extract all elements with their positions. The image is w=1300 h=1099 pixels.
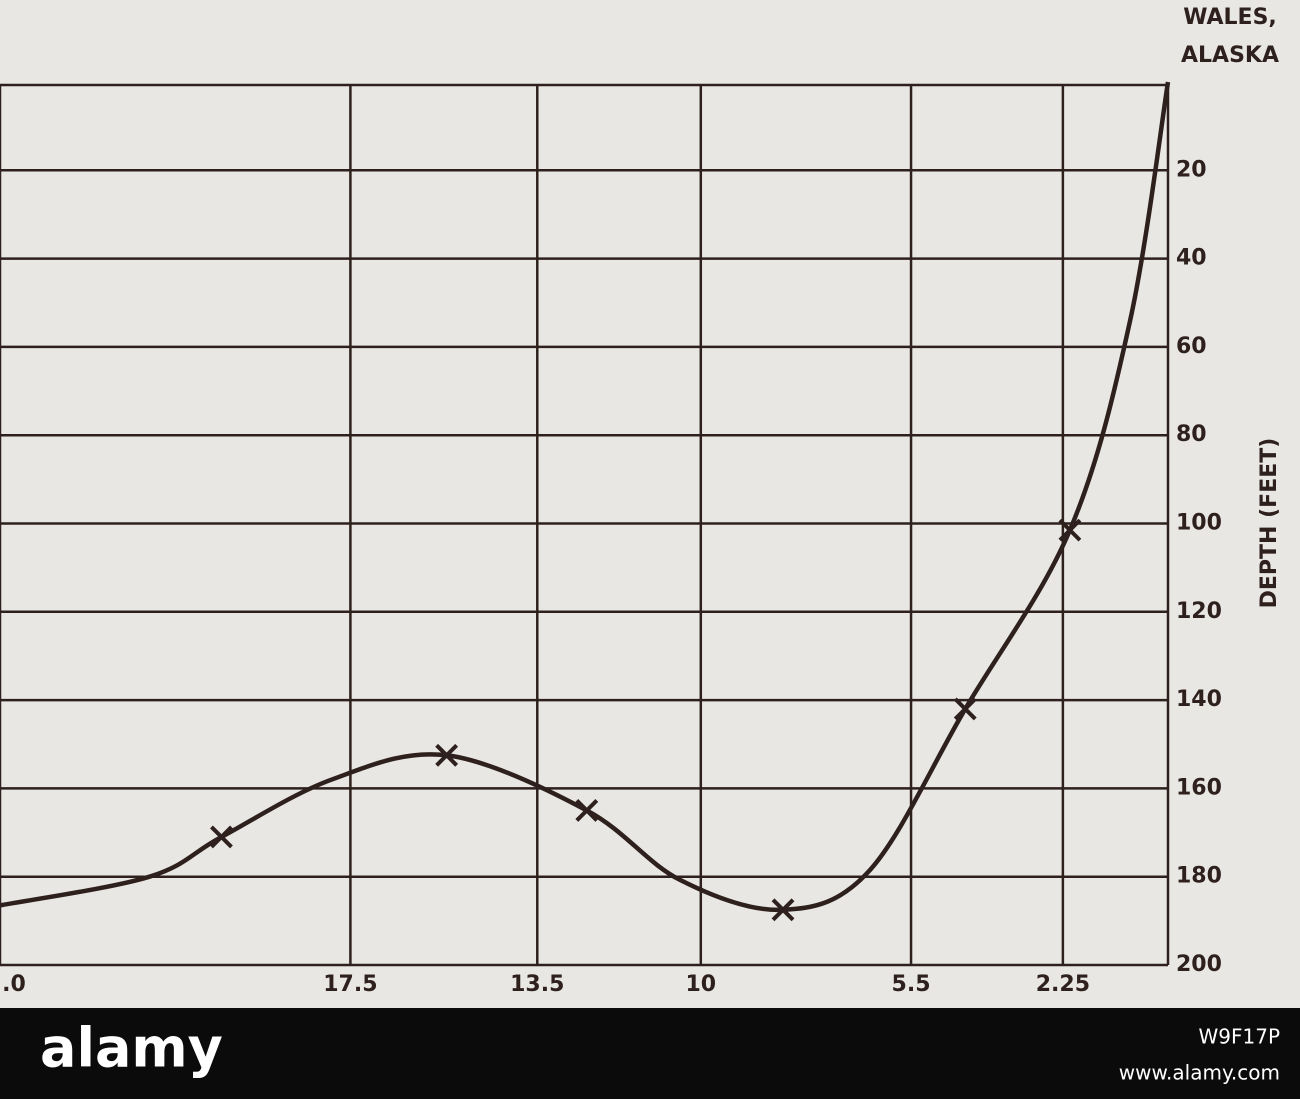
y-tick-label: 200 <box>1176 952 1222 977</box>
x-tick-label: 10 <box>685 972 716 997</box>
footer-band <box>0 1008 1300 1099</box>
annotation: ALASKA <box>1181 43 1279 68</box>
y-tick-label: 40 <box>1176 246 1207 271</box>
y-tick-label: 160 <box>1176 775 1222 800</box>
marker <box>953 697 977 721</box>
y-tick-label: 100 <box>1176 511 1222 536</box>
y-axis-label: DEPTH (FEET) <box>1257 438 1282 609</box>
x-tick-label: 17.5 <box>323 972 377 997</box>
x-tick-label: .0 <box>2 972 26 997</box>
y-tick-label: 120 <box>1176 599 1222 624</box>
marker <box>771 898 795 922</box>
y-tick-label: 80 <box>1176 422 1207 447</box>
x-tick-label: 5.5 <box>892 972 931 997</box>
y-tick-label: 20 <box>1176 157 1207 182</box>
y-tick-label: 180 <box>1176 864 1222 889</box>
curve <box>0 81 1171 913</box>
y-tick-label: 60 <box>1176 334 1207 359</box>
x-tick-label: 2.25 <box>1036 972 1090 997</box>
marker <box>575 799 599 822</box>
y-tick-label: 140 <box>1176 687 1222 712</box>
footer-id: W9F17P <box>1198 1025 1280 1049</box>
marker <box>435 743 459 767</box>
annotation: WALES, <box>1183 5 1277 30</box>
footer-url: www.alamy.com <box>1119 1061 1280 1085</box>
marker <box>210 825 233 849</box>
marker <box>1058 518 1082 542</box>
x-tick-label: 13.5 <box>510 972 564 997</box>
footer-logo: alamy <box>40 1017 223 1080</box>
